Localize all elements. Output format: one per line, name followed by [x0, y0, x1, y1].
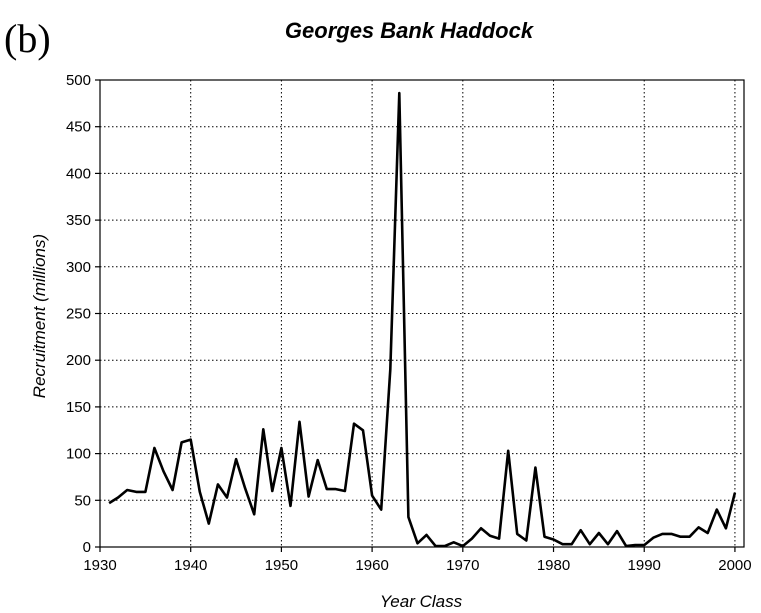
data-points	[109, 93, 735, 546]
y-tick-label: 450	[66, 119, 91, 136]
y-tick-label: 50	[74, 492, 91, 509]
y-tick-label: 300	[66, 259, 91, 276]
x-tick-label: 1950	[265, 557, 298, 574]
x-tick-label: 1960	[355, 557, 388, 574]
y-tick-label: 200	[66, 352, 91, 369]
chart-title: Georges Bank Haddock	[285, 18, 535, 43]
x-tick-label: 2000	[718, 557, 751, 574]
x-axis-label: Year Class	[380, 592, 463, 611]
grid-lines	[100, 80, 744, 547]
y-tick-label: 500	[66, 72, 91, 89]
x-tick-label: 1990	[628, 557, 661, 574]
y-tick-label: 350	[66, 212, 91, 229]
x-tick-labels: 1930 1940 1950 1960 1970 1980 1990 2000	[83, 557, 751, 574]
y-tick-label: 250	[66, 306, 91, 323]
y-tick-label: 100	[66, 446, 91, 463]
x-tick-label: 1980	[537, 557, 570, 574]
y-tick-label: 0	[83, 539, 91, 556]
x-tick-label: 1970	[446, 557, 479, 574]
y-tick-label: 400	[66, 165, 91, 182]
x-tick-label: 1940	[174, 557, 207, 574]
y-axis-label: Recruitment (millions)	[30, 234, 49, 398]
x-tick-label: 1930	[83, 557, 116, 574]
recruitment-series-line	[108, 91, 737, 548]
panel-label: (b)	[4, 16, 51, 61]
y-tick-label: 150	[66, 399, 91, 416]
axis-ticks	[95, 79, 736, 552]
y-tick-labels: 0 50 100 150 200 250 300 350 400 450 500	[66, 72, 91, 556]
